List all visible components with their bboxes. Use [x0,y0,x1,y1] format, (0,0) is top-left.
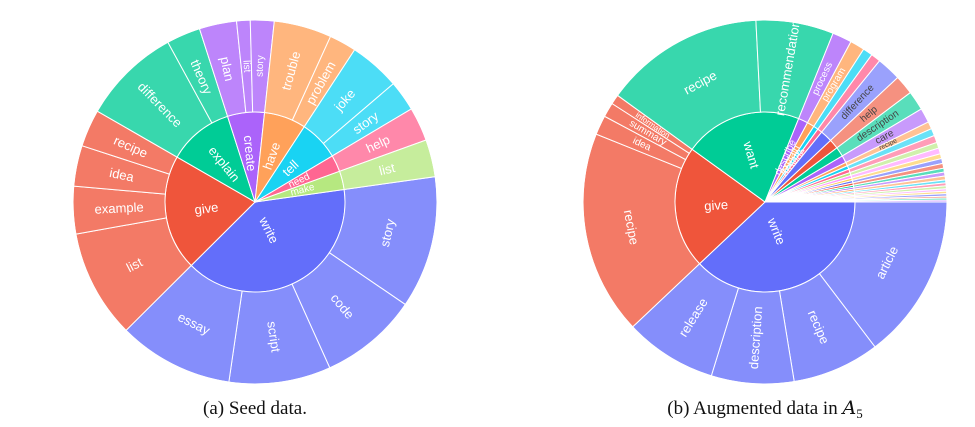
caption-augmented-symbol: A [840,397,856,419]
sunburst-seed-data: write storycodescriptessaygivelistexample… [72,19,438,385]
caption-augmented-subscript: 5 [856,406,863,421]
object-label-write-story: story [377,217,398,248]
caption-augmented-prefix: (b) Augmented data in [667,398,842,419]
object-label-give-idea: idea [108,165,136,185]
verb-label-give: give [194,199,220,217]
caption-seed-data: (a) Seed data. [203,398,307,419]
verb-label-give: give [704,197,729,214]
object-label-write-description: description [746,306,765,370]
object-label-create-story: story [255,55,267,77]
sunburst-augmented-data: writearticlerecipedescriptionreleasegive… [582,19,948,385]
object-label-give-list: list [124,254,145,275]
object-label-make-list: list [377,160,396,178]
outer-ring [72,19,438,385]
object-label-give-example: example [94,199,144,216]
object-label-create-plan: plan [217,55,237,82]
object-label-create-list: list [240,60,252,73]
verb-label-create: create [241,135,260,172]
outer-ring [582,19,948,385]
object-label-give-recipe: recipe [621,209,642,247]
object-label-write-script: script [264,320,283,353]
caption-augmented-data: (b) Augmented data in A5 [667,397,862,421]
